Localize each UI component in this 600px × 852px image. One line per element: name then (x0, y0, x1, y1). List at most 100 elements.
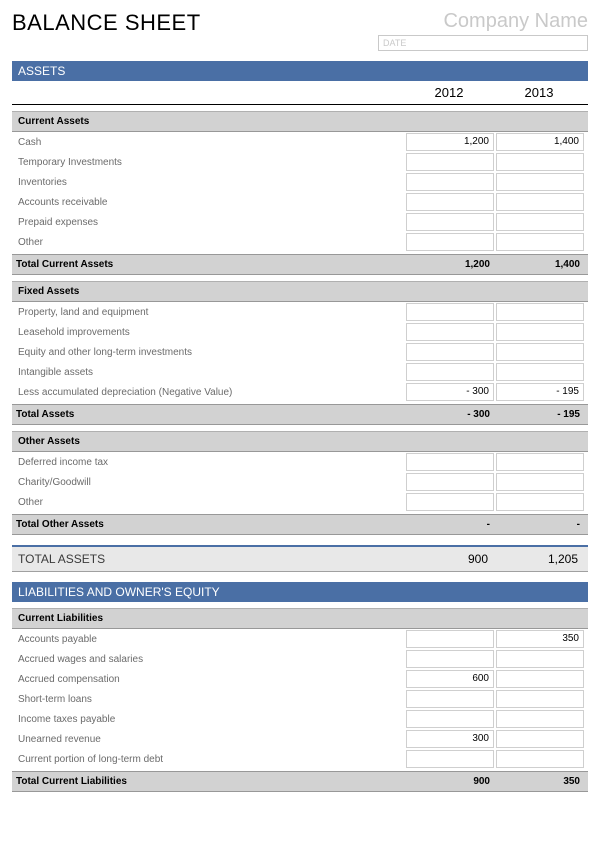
total-label: Total Other Assets (16, 519, 404, 530)
row-ap: Accounts payable 350 (12, 629, 588, 649)
cell-input[interactable] (496, 213, 584, 231)
cell-input[interactable] (406, 630, 494, 648)
row-label: Less accumulated depreciation (Negative … (16, 384, 404, 401)
year-1: 2012 (404, 85, 494, 100)
row-st-loans: Short-term loans (12, 689, 588, 709)
company-block: Company Name DATE (378, 10, 588, 51)
total-label: Total Current Liabilities (16, 776, 404, 787)
total-assets-grand: TOTAL ASSETS 900 1,205 (12, 545, 588, 572)
cell-input[interactable] (496, 363, 584, 381)
cell-input[interactable] (496, 650, 584, 668)
row-label: Leasehold improvements (16, 324, 404, 341)
row-unearned: Unearned revenue 300 (12, 729, 588, 749)
row-wages: Accrued wages and salaries (12, 649, 588, 669)
row-ppe: Property, land and equipment (12, 302, 588, 322)
cell-input[interactable]: 600 (406, 670, 494, 688)
row-ar: Accounts receivable (12, 192, 588, 212)
total-val: 900 (404, 776, 494, 787)
cell-input[interactable] (406, 690, 494, 708)
row-curr-ltd: Current portion of long-term debt (12, 749, 588, 769)
cell-input[interactable] (406, 650, 494, 668)
cell-input[interactable]: 1,400 (496, 133, 584, 151)
row-label: Cash (16, 134, 404, 151)
row-charity: Charity/Goodwill (12, 472, 588, 492)
cell-input[interactable] (406, 193, 494, 211)
row-label: Accounts payable (16, 631, 404, 648)
header: BALANCE SHEET Company Name DATE (12, 10, 588, 51)
row-intangible: Intangible assets (12, 362, 588, 382)
company-name: Company Name (378, 10, 588, 33)
cell-input[interactable] (496, 690, 584, 708)
cell-input[interactable] (406, 343, 494, 361)
cell-input[interactable] (496, 153, 584, 171)
cell-input[interactable] (406, 323, 494, 341)
total-other-assets: Total Other Assets - - (12, 514, 588, 535)
cell-input[interactable] (496, 730, 584, 748)
cell-input[interactable] (496, 710, 584, 728)
row-label: Accrued wages and salaries (16, 651, 404, 668)
cell-input[interactable] (496, 473, 584, 491)
row-cash: Cash 1,200 1,400 (12, 132, 588, 152)
cell-input[interactable] (496, 493, 584, 511)
row-other-oa: Other (12, 492, 588, 512)
total-val: 1,200 (404, 259, 494, 270)
row-less-dep: Less accumulated depreciation (Negative … (12, 382, 588, 402)
cell-input[interactable] (406, 710, 494, 728)
total-current-assets: Total Current Assets 1,200 1,400 (12, 254, 588, 275)
cell-input[interactable] (406, 363, 494, 381)
grand-total-val: 900 (402, 552, 492, 566)
cell-input[interactable]: 1,200 (406, 133, 494, 151)
cell-input[interactable] (406, 303, 494, 321)
row-label: Accrued compensation (16, 671, 404, 688)
cell-input[interactable] (406, 493, 494, 511)
cell-input[interactable] (496, 343, 584, 361)
row-other-ca: Other (12, 232, 588, 252)
row-label: Other (16, 494, 404, 511)
cell-input[interactable] (406, 173, 494, 191)
cell-input[interactable]: - 300 (406, 383, 494, 401)
page-title: BALANCE SHEET (12, 10, 201, 36)
row-def-tax: Deferred income tax (12, 452, 588, 472)
cell-input[interactable] (496, 750, 584, 768)
cell-input[interactable] (496, 303, 584, 321)
total-val: - (494, 519, 584, 530)
assets-section-bar: ASSETS (12, 61, 588, 81)
grand-total-val: 1,205 (492, 552, 582, 566)
cell-input[interactable] (496, 193, 584, 211)
cell-input[interactable] (406, 473, 494, 491)
total-val: 350 (494, 776, 584, 787)
row-label: Other (16, 234, 404, 251)
cell-input[interactable] (406, 233, 494, 251)
total-label: Total Assets (16, 409, 404, 420)
row-label: Charity/Goodwill (16, 474, 404, 491)
cell-input[interactable] (496, 670, 584, 688)
row-label: Income taxes payable (16, 711, 404, 728)
row-leasehold: Leasehold improvements (12, 322, 588, 342)
row-equity-lt: Equity and other long-term investments (12, 342, 588, 362)
current-liabilities-heading: Current Liabilities (12, 608, 588, 629)
date-field[interactable]: DATE (378, 35, 588, 51)
cell-input[interactable]: 300 (406, 730, 494, 748)
liabilities-section-bar: LIABILITIES AND OWNER'S EQUITY (12, 582, 588, 602)
cell-input[interactable] (406, 213, 494, 231)
years-row: 2012 2013 (12, 83, 588, 105)
year-2: 2013 (494, 85, 584, 100)
cell-input[interactable] (496, 173, 584, 191)
cell-input[interactable] (406, 153, 494, 171)
cell-input[interactable] (496, 453, 584, 471)
row-label: Deferred income tax (16, 454, 404, 471)
cell-input[interactable]: 350 (496, 630, 584, 648)
cell-input[interactable]: - 195 (496, 383, 584, 401)
balance-sheet: BALANCE SHEET Company Name DATE ASSETS 2… (0, 0, 600, 802)
cell-input[interactable] (406, 750, 494, 768)
row-taxes: Income taxes payable (12, 709, 588, 729)
cell-input[interactable] (496, 323, 584, 341)
fixed-assets-heading: Fixed Assets (12, 281, 588, 302)
row-label: Equity and other long-term investments (16, 344, 404, 361)
cell-input[interactable] (496, 233, 584, 251)
grand-total-label: TOTAL ASSETS (18, 552, 402, 566)
cell-input[interactable] (406, 453, 494, 471)
row-label: Short-term loans (16, 691, 404, 708)
row-label: Accounts receivable (16, 194, 404, 211)
row-label: Temporary Investments (16, 154, 404, 171)
